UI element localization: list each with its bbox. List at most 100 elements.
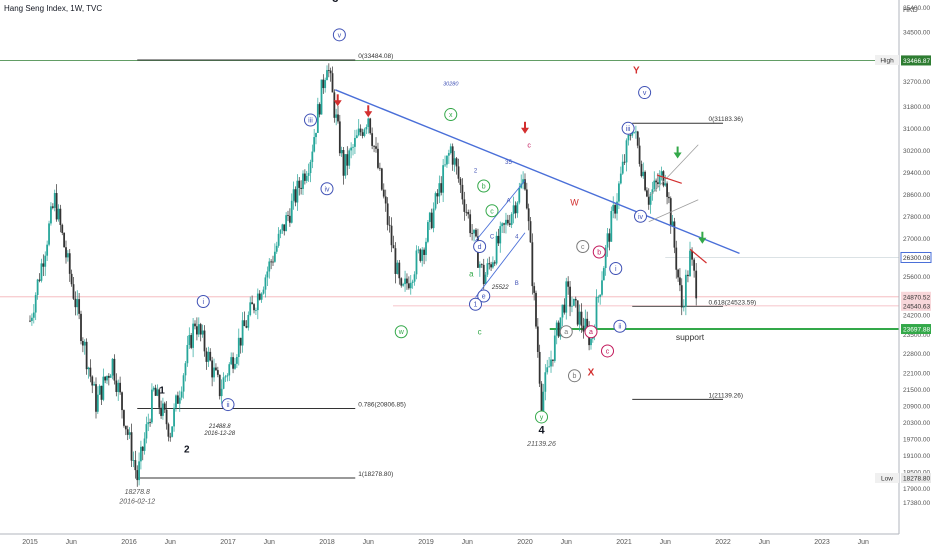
candle-body bbox=[647, 196, 650, 205]
candle-body bbox=[478, 264, 481, 268]
candle bbox=[85, 338, 88, 375]
candle bbox=[98, 384, 101, 396]
wave-circle-label: iv bbox=[324, 186, 330, 193]
candle-body bbox=[196, 326, 198, 335]
candle-body bbox=[234, 363, 236, 369]
candle bbox=[70, 269, 73, 287]
candle bbox=[459, 176, 462, 193]
candle bbox=[525, 182, 528, 210]
candle-body bbox=[104, 376, 107, 381]
wave-label: Y bbox=[633, 65, 640, 76]
candle bbox=[384, 189, 387, 212]
wave-circle bbox=[469, 297, 482, 311]
candle bbox=[662, 170, 665, 188]
candle bbox=[388, 216, 391, 233]
candle-body bbox=[232, 357, 234, 369]
candle bbox=[616, 193, 618, 221]
peak-value-label: 30280 bbox=[443, 82, 459, 88]
candle bbox=[113, 354, 116, 385]
candle-body bbox=[451, 146, 454, 165]
wave-circle bbox=[444, 108, 458, 122]
candle bbox=[141, 446, 144, 461]
candle bbox=[279, 229, 282, 239]
candle-body bbox=[279, 230, 282, 234]
candle bbox=[76, 290, 79, 316]
candle bbox=[614, 202, 617, 219]
x-tick-label: 2018 bbox=[319, 539, 335, 546]
candle bbox=[413, 271, 416, 286]
candle bbox=[682, 299, 685, 312]
candle bbox=[95, 377, 97, 419]
wave-circle bbox=[584, 325, 598, 339]
candle bbox=[404, 270, 406, 292]
candle bbox=[251, 295, 254, 305]
candle bbox=[638, 137, 641, 167]
candle bbox=[394, 242, 397, 284]
candle bbox=[436, 189, 439, 205]
candle bbox=[249, 296, 252, 317]
time-axis[interactable]: 2015 Jun 2016 Jun 2017 Jun 2018 Jun 2019 Jun 2020 J… bbox=[0, 533, 899, 546]
x-tick-label: 2022 bbox=[715, 539, 731, 546]
candle-body bbox=[419, 249, 422, 261]
candle-body bbox=[346, 154, 349, 166]
candle-body bbox=[136, 470, 139, 481]
candle-body bbox=[188, 335, 191, 345]
candle-body bbox=[288, 215, 291, 223]
candle bbox=[194, 320, 196, 330]
candle bbox=[506, 214, 509, 226]
candle bbox=[260, 292, 263, 303]
candle-body bbox=[614, 205, 617, 214]
candle-body bbox=[80, 313, 82, 341]
x-tick-label: Jun bbox=[858, 539, 869, 546]
candle bbox=[180, 386, 183, 401]
y-tick-label: 22100.00 bbox=[903, 370, 930, 377]
candle-body bbox=[213, 367, 215, 378]
price-tag-bg bbox=[901, 291, 931, 302]
candle-body bbox=[388, 224, 391, 226]
candle bbox=[406, 273, 408, 290]
candle bbox=[361, 128, 364, 139]
wave-circle-label: y bbox=[540, 414, 544, 421]
candle bbox=[407, 276, 410, 290]
candle bbox=[50, 202, 52, 226]
candle-body bbox=[154, 387, 157, 396]
candle bbox=[492, 256, 494, 269]
candle bbox=[524, 173, 526, 191]
candle-body bbox=[540, 383, 543, 412]
candle-body bbox=[625, 140, 628, 163]
price-axis[interactable]: HKD 17380.00 17900.00 18500.00 19100.00 19700… bbox=[875, 0, 932, 534]
candle-body bbox=[152, 387, 155, 390]
candle-body bbox=[501, 223, 504, 227]
candle bbox=[61, 223, 64, 236]
candle bbox=[584, 309, 587, 333]
candle-body bbox=[215, 367, 217, 371]
candle bbox=[333, 89, 336, 123]
candle-body bbox=[640, 163, 643, 177]
low-date-label: 2016-12-28 bbox=[203, 431, 235, 437]
candle bbox=[619, 166, 622, 185]
candle bbox=[636, 130, 639, 149]
fib-level-label: 0.786(20806.85) bbox=[358, 402, 406, 409]
candle bbox=[266, 266, 269, 287]
candle bbox=[595, 289, 598, 331]
candle-body bbox=[432, 208, 435, 229]
candle-body bbox=[340, 150, 343, 154]
candle bbox=[138, 452, 140, 486]
wave-label: B bbox=[515, 281, 519, 287]
candle bbox=[241, 312, 244, 353]
candle-body bbox=[525, 189, 528, 209]
candle bbox=[111, 358, 114, 380]
candle bbox=[305, 170, 308, 184]
wave-circle-label: b bbox=[482, 184, 486, 191]
candle-body bbox=[285, 215, 288, 232]
candle-body bbox=[612, 205, 615, 211]
candle bbox=[501, 222, 504, 233]
candle bbox=[205, 347, 208, 370]
candle-body bbox=[197, 324, 200, 335]
candle bbox=[516, 201, 519, 218]
y-tick-label: 22800.00 bbox=[903, 351, 930, 358]
price-tag-value: 24870.52 bbox=[903, 294, 930, 301]
x-tick-label: Jun bbox=[363, 539, 374, 546]
